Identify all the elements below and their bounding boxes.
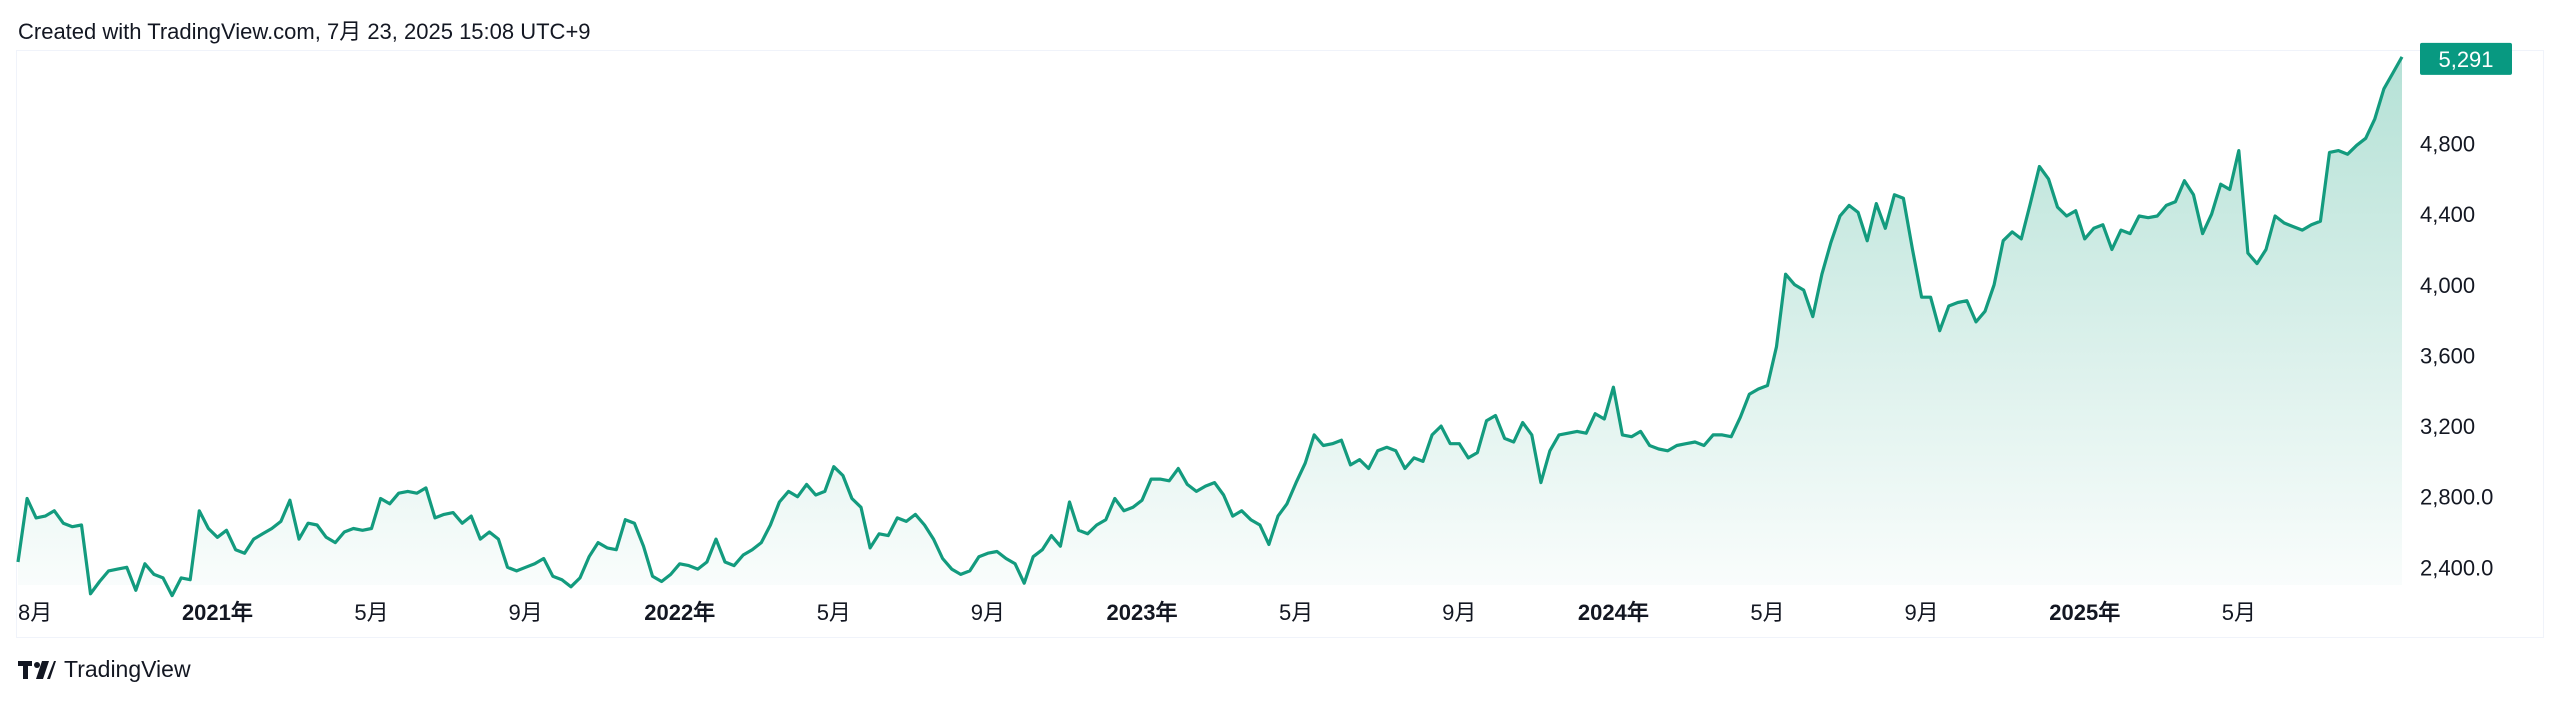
x-tick-year-label: 2024年 [1578, 600, 1649, 625]
tradingview-brand-label: TradingView [64, 656, 191, 682]
tradingview-branding[interactable]: TradingView [18, 656, 191, 683]
x-tick-year-label: 2025年 [2049, 600, 2120, 625]
chart-panel[interactable] [16, 50, 2544, 638]
x-tick-month-label: 9月 [1442, 600, 1476, 625]
y-tick-label: 3,200 [2420, 414, 2475, 439]
x-tick-month-label: 9月 [1904, 600, 1938, 625]
x-tick-year-label: 2023年 [1107, 600, 1178, 625]
x-tick-month-label: 5月 [1279, 600, 1313, 625]
chart-caption: Created with TradingView.com, 7月 23, 202… [18, 19, 591, 44]
y-tick-label: 4,800 [2420, 132, 2475, 157]
x-tick-year-label: 2022年 [644, 600, 715, 625]
x-tick-month-label: 8月 [18, 600, 52, 625]
price-area-fill [18, 56, 2402, 596]
y-tick-label: 2,400.0 [2420, 555, 2493, 580]
tradingview-logo-icon [18, 660, 56, 679]
x-tick-month-label: 5月 [1750, 600, 1784, 625]
x-tick-month-label: 5月 [354, 600, 388, 625]
x-tick-month-label: 5月 [817, 600, 851, 625]
x-tick-month-label: 5月 [2222, 600, 2256, 625]
last-price-badge: 5,291 [2420, 42, 2512, 75]
y-tick-label: 4,400 [2420, 202, 2475, 227]
last-price-label: 5,291 [2438, 47, 2493, 72]
x-tick-month-label: 9月 [508, 600, 542, 625]
y-tick-label: 3,600 [2420, 343, 2475, 368]
price-line[interactable] [16, 56, 2404, 598]
y-tick-label: 4,000 [2420, 273, 2475, 298]
x-tick-month-label: 9月 [971, 600, 1005, 625]
y-tick-label: 2,800.0 [2420, 485, 2493, 510]
x-tick-year-label: 2021年 [182, 600, 253, 625]
